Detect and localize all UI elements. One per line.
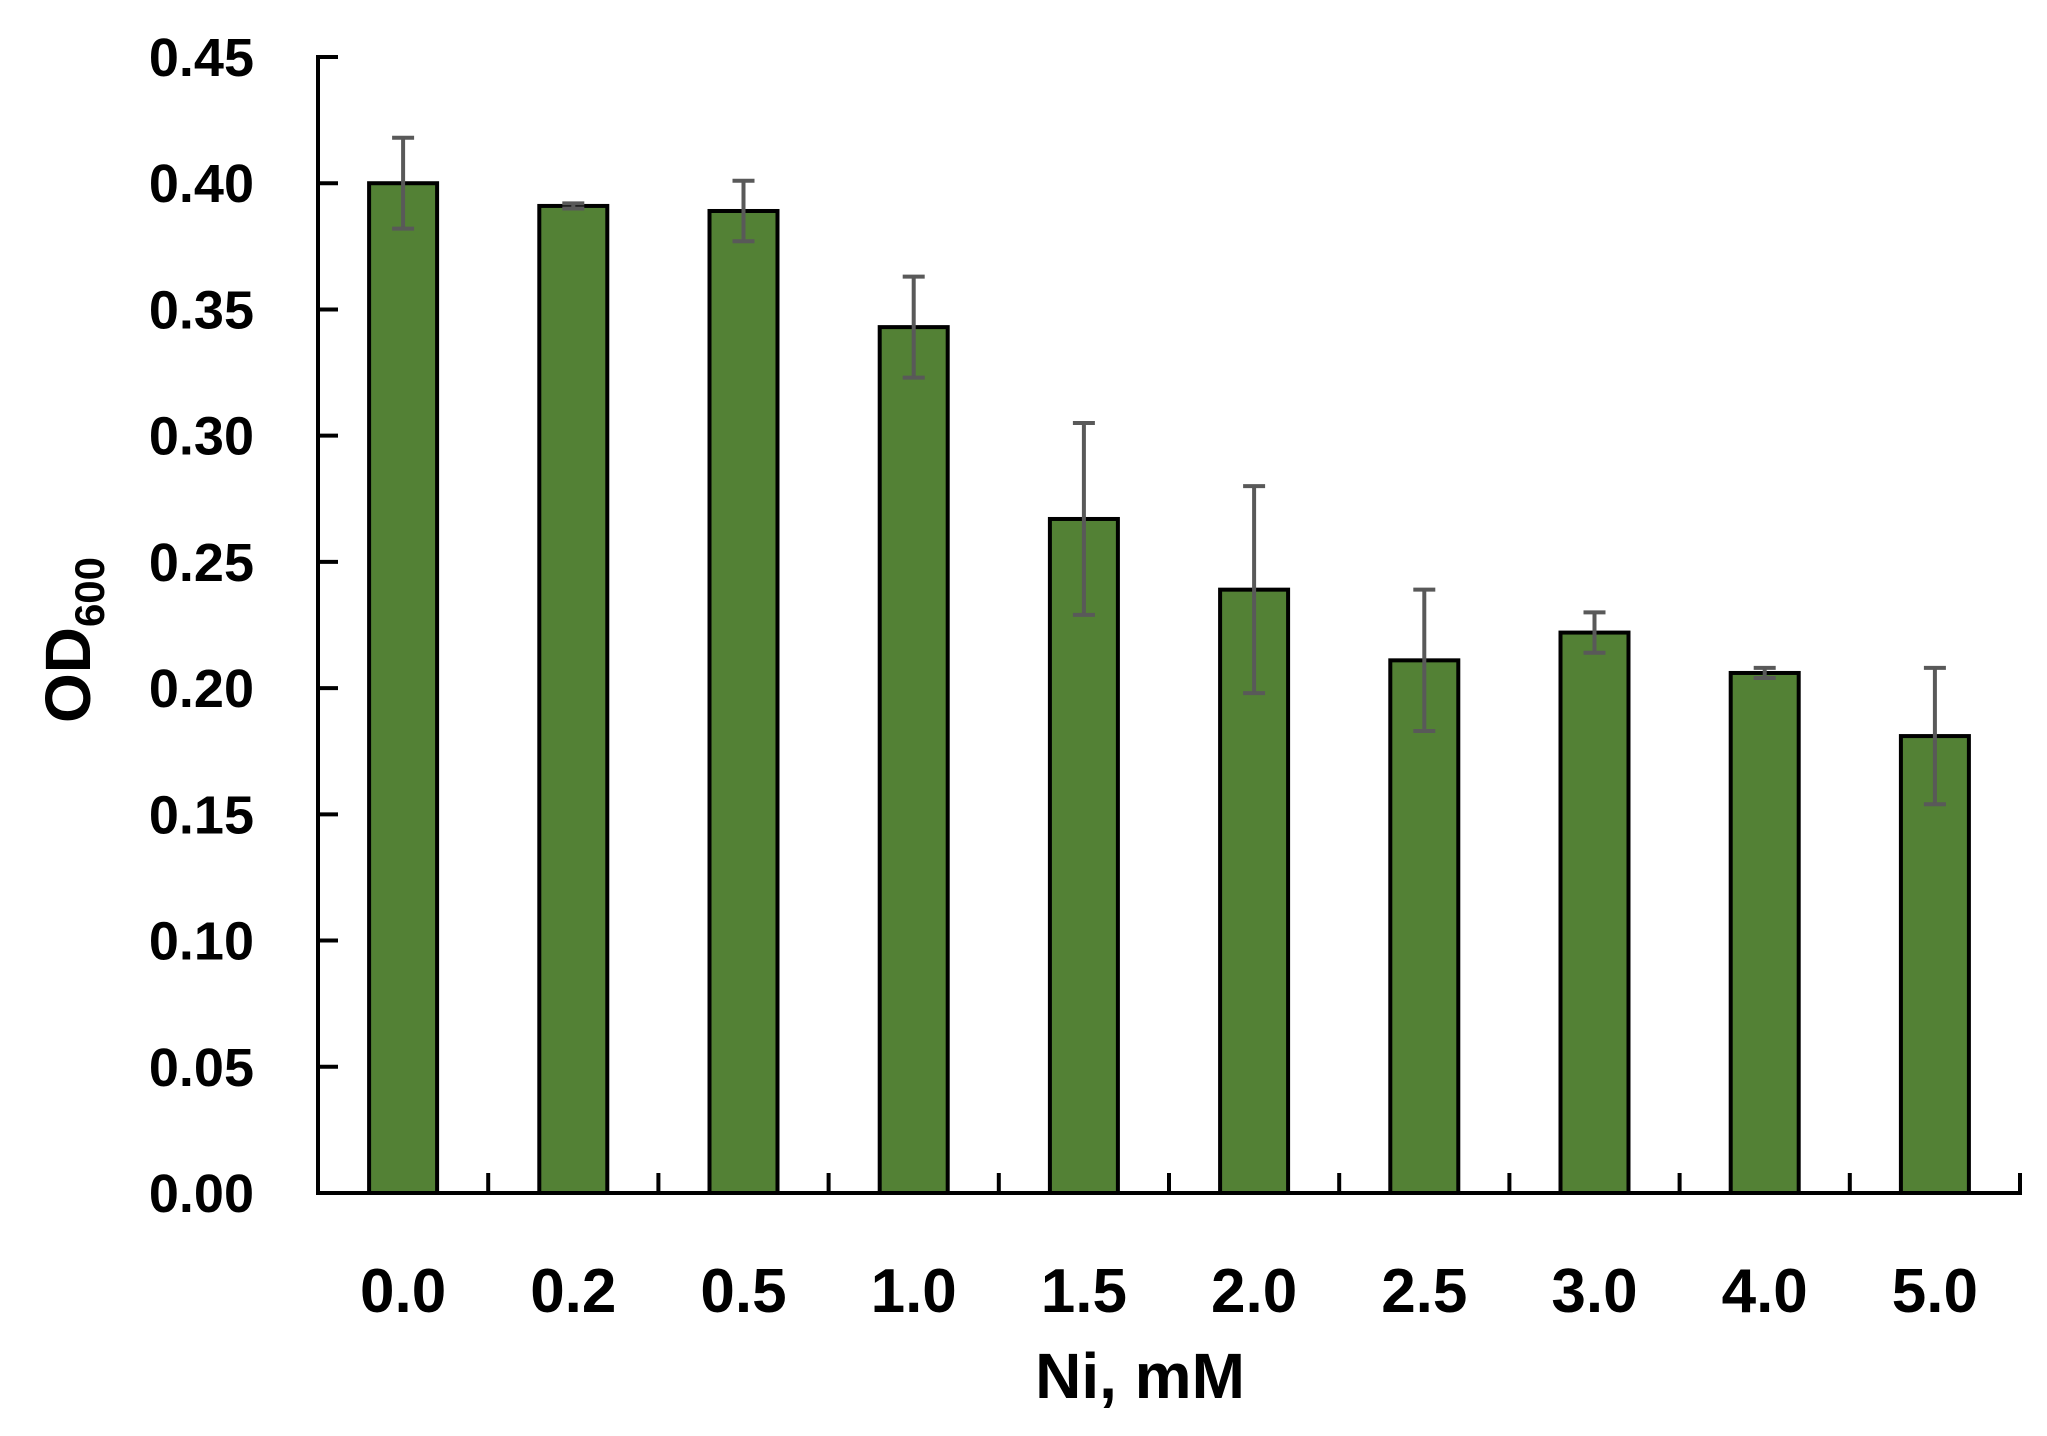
bar <box>1728 670 1801 1195</box>
bar <box>707 208 780 1196</box>
error-bar <box>1243 484 1266 696</box>
y-tick-label: 0.40 <box>149 154 254 214</box>
y-tick-label: 0.25 <box>149 533 254 593</box>
error-bar <box>392 135 415 231</box>
y-axis-title-main: OD <box>32 627 104 723</box>
bar-series <box>367 181 1971 1196</box>
x-axis-tick-labels: 0.0 0.2 0.5 1.0 1.5 2.0 2.5 3.0 4.0 5.0 <box>360 1257 1978 1326</box>
x-tick-label: 2.5 <box>1381 1257 1467 1326</box>
y-tick-label: 0.35 <box>149 280 254 340</box>
x-tick-label: 0.0 <box>360 1257 446 1326</box>
y-axis-ticks <box>318 55 338 1195</box>
bar <box>367 181 440 1195</box>
x-tick-label: 5.0 <box>1892 1257 1978 1326</box>
y-axis-title-subscript: 600 <box>66 557 113 627</box>
y-axis-title: OD600 <box>32 557 113 723</box>
error-bar <box>562 201 585 211</box>
error-bar <box>1583 610 1606 655</box>
y-axis-tick-labels: 0.00 0.05 0.10 0.15 0.20 0.25 0.30 0.35 0.40 0.45 <box>149 28 254 1224</box>
y-tick-label: 0.10 <box>149 912 254 972</box>
error-bar <box>1923 665 1946 807</box>
bar <box>537 203 610 1196</box>
error-bar <box>1072 421 1095 617</box>
y-tick-label: 0.15 <box>149 785 254 845</box>
y-tick-label: 0.20 <box>149 659 254 719</box>
bar <box>877 325 950 1196</box>
error-bar <box>732 178 755 244</box>
x-axis-title: Ni, mM <box>1035 1340 1245 1412</box>
x-tick-label: 1.0 <box>871 1257 957 1326</box>
x-tick-label: 1.5 <box>1041 1257 1127 1326</box>
bar <box>1388 658 1461 1195</box>
error-bar <box>902 274 925 380</box>
x-tick-label: 3.0 <box>1551 1257 1637 1326</box>
y-tick-label: 0.30 <box>149 407 254 467</box>
x-tick-label: 4.0 <box>1722 1257 1808 1326</box>
y-tick-label: 0.05 <box>149 1038 254 1098</box>
y-tick-label: 0.00 <box>149 1164 254 1224</box>
error-bar <box>1753 665 1776 681</box>
y-tick-label: 0.45 <box>149 28 254 88</box>
x-tick-label: 0.2 <box>530 1257 616 1326</box>
x-tick-label: 0.5 <box>700 1257 786 1326</box>
error-bar <box>1413 587 1436 734</box>
bar <box>1047 516 1120 1195</box>
error-bars <box>392 135 1946 807</box>
x-tick-label: 2.0 <box>1211 1257 1297 1326</box>
bar <box>1558 630 1631 1195</box>
x-axis-ticks <box>486 1173 2022 1193</box>
